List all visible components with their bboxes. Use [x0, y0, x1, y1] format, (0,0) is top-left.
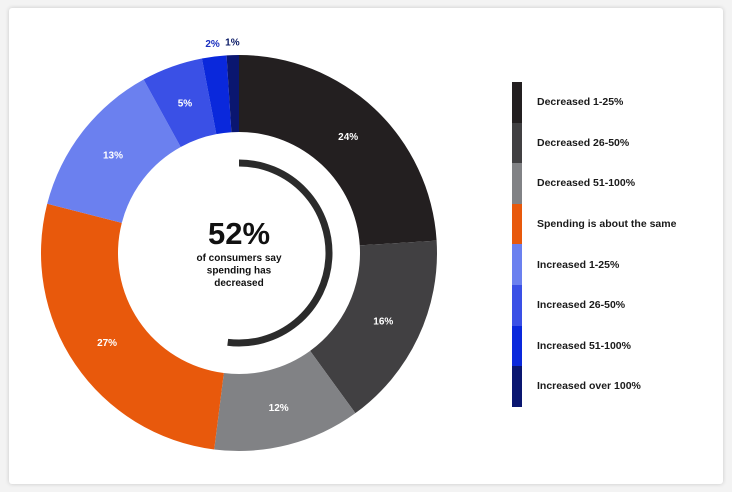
donut-slice-2 — [310, 240, 437, 414]
legend-swatch — [512, 244, 522, 285]
legend-label: Decreased 1-25% — [537, 96, 624, 109]
legend-label: Increased 26-50% — [537, 299, 626, 312]
slice-value-label-7: 2% — [205, 39, 220, 50]
chart-legend: Decreased 1-25% Decreased 26-50% Decreased… — [512, 82, 712, 407]
center-caption-line-3: decreased — [214, 278, 263, 289]
donut-slice-7 — [201, 55, 232, 135]
legend-swatch — [512, 82, 522, 123]
legend-label: Decreased 51-100% — [537, 177, 636, 190]
legend-swatch — [512, 122, 522, 164]
legend-item: Decreased 1-25% — [512, 82, 712, 123]
donut-slice-4 — [41, 203, 224, 450]
center-caption-line-1: of consumers say — [196, 253, 281, 264]
slice-value-label-6: 5% — [178, 98, 193, 109]
legend-item: Spending is about the same — [512, 203, 712, 245]
center-progress-arc — [227, 159, 333, 347]
legend-item: Increased 26-50% — [512, 284, 712, 326]
legend-label: Increased 51-100% — [537, 339, 631, 352]
slice-value-label-1: 24% — [338, 132, 358, 143]
legend-label: Decreased 26-50% — [537, 136, 630, 149]
slice-value-label-8: 1% — [225, 38, 240, 49]
legend-item: Increased 1-25% — [512, 244, 712, 285]
donut-slice-5 — [47, 79, 181, 223]
center-percentage: 52% — [208, 216, 270, 251]
legend-label: Increased over 100% — [537, 380, 641, 393]
legend-label: Spending is about the same — [537, 218, 677, 231]
legend-swatch — [512, 203, 522, 245]
slice-value-label-3: 12% — [269, 403, 289, 414]
legend-item: Decreased 51-100% — [512, 163, 712, 204]
slice-value-label-2: 16% — [373, 316, 393, 327]
legend-item: Increased 51-100% — [512, 325, 712, 367]
slice-value-label-5: 13% — [103, 151, 123, 162]
donut-slice-6 — [143, 58, 217, 147]
legend-item: Increased over 100% — [512, 366, 712, 407]
legend-swatch — [512, 325, 522, 367]
legend-label: Increased 1-25% — [537, 258, 620, 271]
center-caption-line-2: spending has — [207, 266, 272, 277]
legend-swatch — [512, 284, 522, 326]
legend-swatch — [512, 366, 522, 407]
legend-swatch — [512, 163, 522, 204]
donut-slice-3 — [214, 350, 356, 452]
slice-value-label-4: 27% — [97, 338, 117, 349]
legend-item: Decreased 26-50% — [512, 122, 712, 164]
donut-slice-1 — [239, 55, 437, 246]
donut-slice-8 — [226, 55, 239, 133]
